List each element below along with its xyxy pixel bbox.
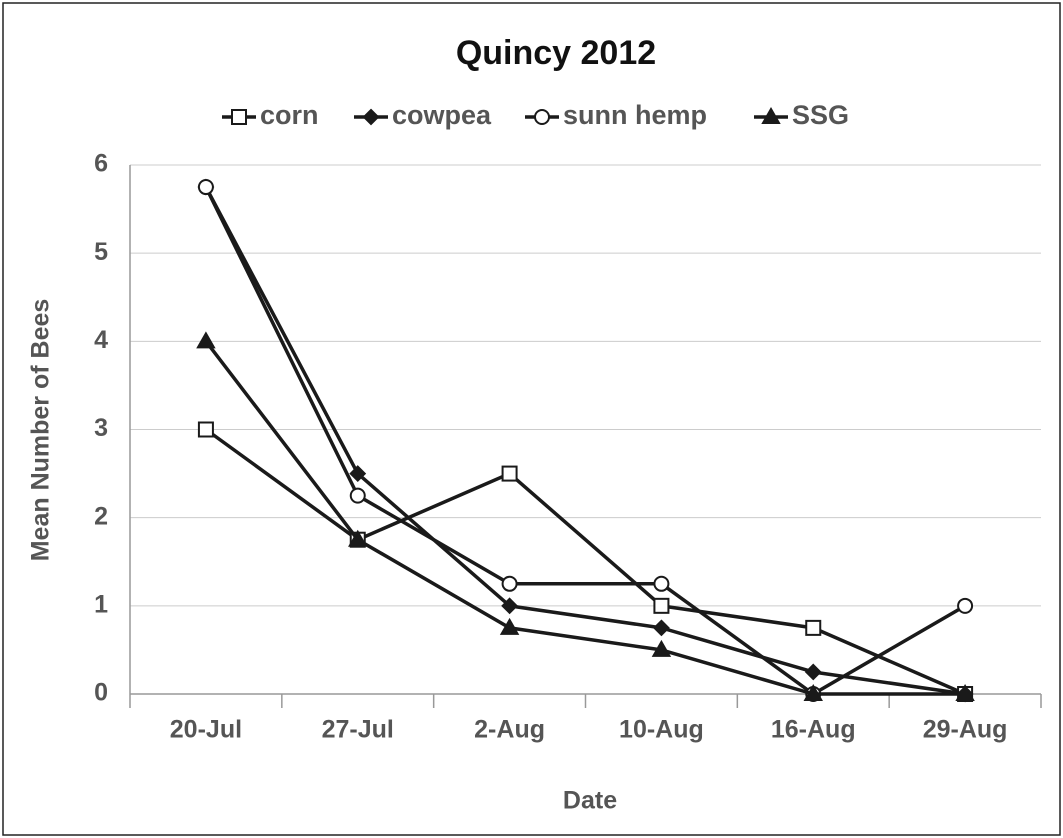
y-tick-label: 5 [94,238,108,266]
data-point [804,663,822,681]
data-point [803,683,823,701]
series-line [204,428,966,696]
x-tick-label: 20-Jul [170,716,242,744]
data-point [651,639,672,657]
data-point [653,619,670,637]
legend-label: cowpea [392,100,492,130]
data-point [501,465,518,482]
data-point [197,179,214,196]
data-point [957,597,974,614]
x-tick-label: 10-Aug [619,716,704,744]
data-point [805,619,822,636]
legend-label: sunn hemp [563,100,707,130]
legend-label: SSG [792,100,849,130]
data-point [499,617,520,635]
y-tick-label: 6 [94,150,108,178]
y-axis-title: Mean Number of Bees [27,299,55,562]
legend-marker [761,106,781,124]
y-tick-label: 0 [94,679,108,707]
data-point [349,465,367,482]
series-line [204,186,966,696]
y-tick-label: 2 [94,502,108,530]
x-tick-label: 16-Aug [771,716,856,744]
data-point [653,575,670,592]
data-point [348,529,368,547]
data-point [197,421,214,438]
x-tick-label: 27-Jul [322,716,394,744]
data-point [501,575,518,592]
x-tick-label: 2-Aug [474,716,545,744]
chart-title: Quincy 2012 [456,34,656,72]
legend-marker [362,108,380,126]
data-point [955,683,975,701]
legend-label: corn [260,100,319,130]
data-point [196,331,216,349]
legend-marker [231,109,247,125]
series-line [204,340,966,696]
x-tick-label: 29-Aug [923,716,1008,744]
data-point [653,597,670,614]
series-line [204,186,966,696]
y-tick-label: 1 [94,590,108,618]
data-point [349,487,366,504]
legend-marker [534,109,550,125]
data-point [501,597,518,615]
y-tick-label: 4 [94,326,108,354]
x-axis-title: Date [563,787,617,815]
y-tick-label: 3 [94,414,108,442]
